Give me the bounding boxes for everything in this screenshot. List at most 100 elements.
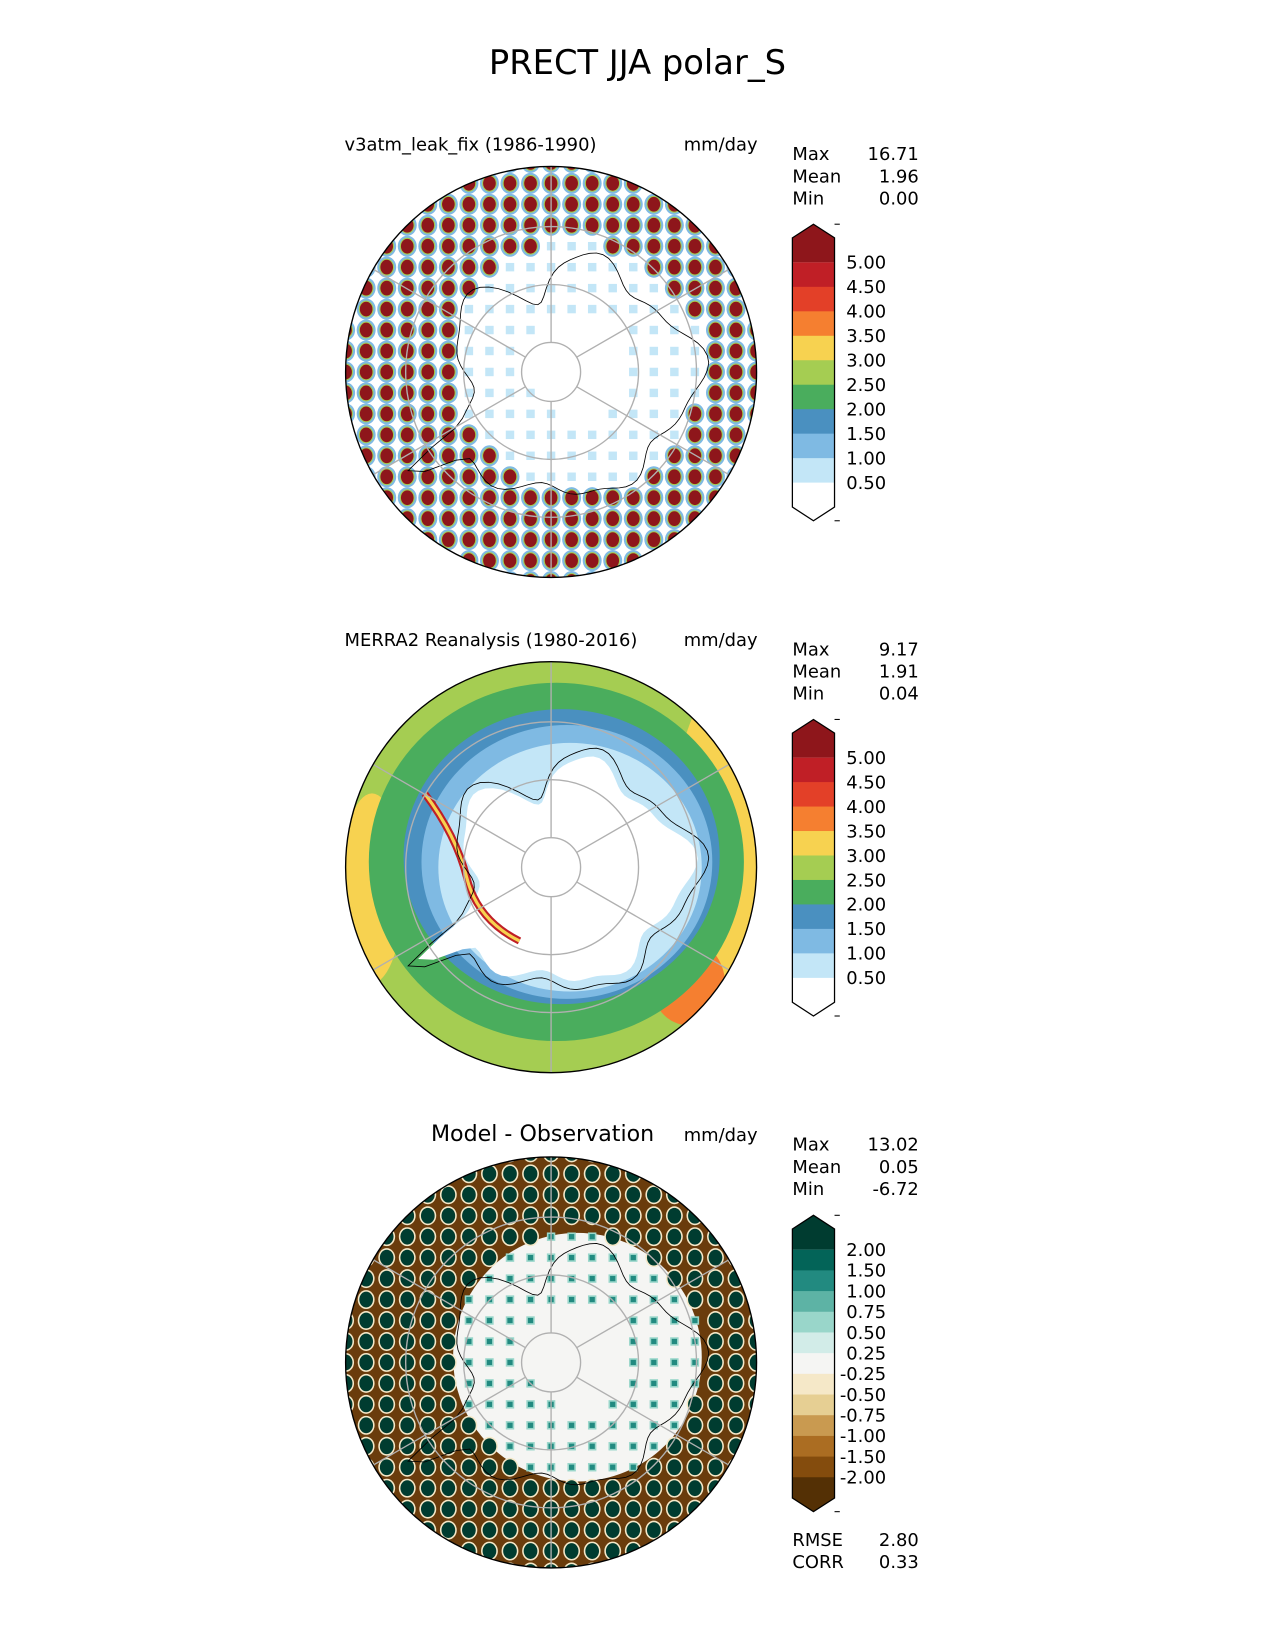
diff-cell — [345, 1375, 353, 1392]
precip-cell — [606, 532, 620, 547]
precip-cell — [503, 511, 517, 527]
colorbar-tick-label: 2.50 — [846, 870, 886, 891]
diff-cell — [466, 1401, 472, 1407]
precip-cell — [647, 490, 661, 506]
precip-cell — [464, 367, 474, 377]
diff-cell — [729, 1291, 743, 1308]
stat-value-min: 0.04 — [878, 683, 919, 705]
diff-cell — [564, 1480, 579, 1497]
precip-cell — [483, 448, 496, 464]
diff-cell — [692, 1359, 698, 1366]
stat-value-max: 9.17 — [878, 639, 919, 661]
precip-cell — [629, 409, 638, 419]
colorbar-tick-label: 5.00 — [846, 253, 886, 274]
diff-cell — [646, 1522, 661, 1539]
diff-cell — [630, 1401, 636, 1407]
precip-cell — [688, 469, 702, 485]
precip-cell — [421, 238, 435, 254]
colorbar-tick-label: 3.50 — [846, 326, 886, 347]
precip-cell — [565, 511, 578, 527]
precip-cell — [462, 217, 476, 233]
precip-cell — [608, 409, 617, 419]
precip-cell — [503, 532, 517, 547]
diff-cell — [729, 1354, 743, 1371]
diff-cell — [400, 1459, 415, 1476]
precip-cell — [726, 256, 746, 278]
precip-cell — [462, 469, 476, 485]
diff-cell — [357, 1457, 375, 1477]
precip-cell — [483, 469, 496, 485]
diff-cell — [626, 1207, 641, 1224]
precip-cell — [567, 472, 576, 481]
diff-cell — [585, 1480, 600, 1497]
diff-cell — [379, 1270, 394, 1287]
diff-cell — [420, 1354, 435, 1371]
panel3-stat-labels: Max Mean Min — [792, 1135, 841, 1201]
diff-cell — [420, 1459, 435, 1476]
diff-cell — [345, 1354, 353, 1371]
diff-cell — [441, 1249, 456, 1266]
diff-cell — [651, 1443, 657, 1449]
precip-cell — [670, 346, 679, 356]
precip-cell — [503, 553, 517, 568]
precip-cell — [483, 238, 496, 254]
stat-value-corr: 0.33 — [878, 1552, 919, 1574]
precip-cell — [442, 364, 455, 380]
stat-label-rmse: RMSE — [792, 1529, 843, 1552]
precip-cell — [565, 196, 578, 212]
colorbar-segment — [792, 831, 835, 857]
precip-cell — [400, 280, 414, 296]
panel3-units: mm/day — [683, 1125, 758, 1147]
diff-cell — [441, 1186, 456, 1203]
diff-cell — [441, 1396, 456, 1413]
precip-cell — [729, 364, 743, 380]
diff-cell — [441, 1228, 456, 1245]
colorbar-tick-label: -1.00 — [840, 1426, 886, 1447]
diff-cell — [482, 1186, 497, 1203]
diff-cell — [610, 1443, 616, 1449]
diff-cell — [503, 1543, 517, 1559]
precip-cell — [359, 301, 373, 317]
diff-cell — [462, 1501, 476, 1518]
longitude-gridline — [576, 881, 730, 971]
diff-cell — [626, 1186, 641, 1203]
diff-cell — [688, 1438, 702, 1455]
precip-cell — [380, 469, 394, 485]
longitude-gridline — [372, 881, 526, 971]
precip-cell — [608, 262, 617, 272]
precip-cell — [587, 283, 597, 293]
diff-cell — [503, 1165, 517, 1182]
colorbar-segment — [792, 286, 835, 312]
precip-cell — [421, 511, 435, 527]
precip-cell — [503, 574, 517, 578]
colorbar-segment — [792, 1435, 835, 1458]
colorbar-2: 5.00 4.50 4.00 3.50 3.00 2.50 2.00 1.50 1.00 0.50 — [791, 718, 886, 1017]
diff-cell — [507, 1255, 513, 1261]
precip-cell — [709, 238, 722, 254]
diff-cell — [441, 1207, 456, 1224]
precip-cell — [526, 304, 535, 314]
diff-cell — [507, 1317, 513, 1324]
precip-cell — [505, 262, 515, 272]
colorbar-segment — [792, 879, 835, 905]
precip-cell — [647, 469, 661, 485]
colorbar-segment — [792, 1270, 835, 1292]
diff-cell — [400, 1270, 415, 1287]
precip-cell — [670, 430, 679, 440]
diff-cell — [651, 1422, 657, 1428]
precip-cell — [567, 283, 576, 293]
diff-cell — [379, 1312, 394, 1329]
colorbar-tick-label: -2.00 — [840, 1468, 886, 1489]
precip-cell — [629, 325, 638, 335]
diff-cell — [523, 1165, 538, 1182]
precip-cell — [421, 490, 435, 506]
colorbar-extend-min — [792, 482, 835, 521]
diff-cell — [420, 1291, 435, 1308]
map-panel-1 — [345, 166, 757, 578]
colorbar-extend-max — [792, 1215, 835, 1250]
diff-cell — [630, 1275, 636, 1282]
diff-cell — [441, 1417, 456, 1434]
panel2-title: MERRA2 Reanalysis (1980-2016) — [344, 630, 638, 652]
diff-cell — [708, 1291, 723, 1308]
colorbar-tick-label: 1.00 — [846, 944, 886, 965]
